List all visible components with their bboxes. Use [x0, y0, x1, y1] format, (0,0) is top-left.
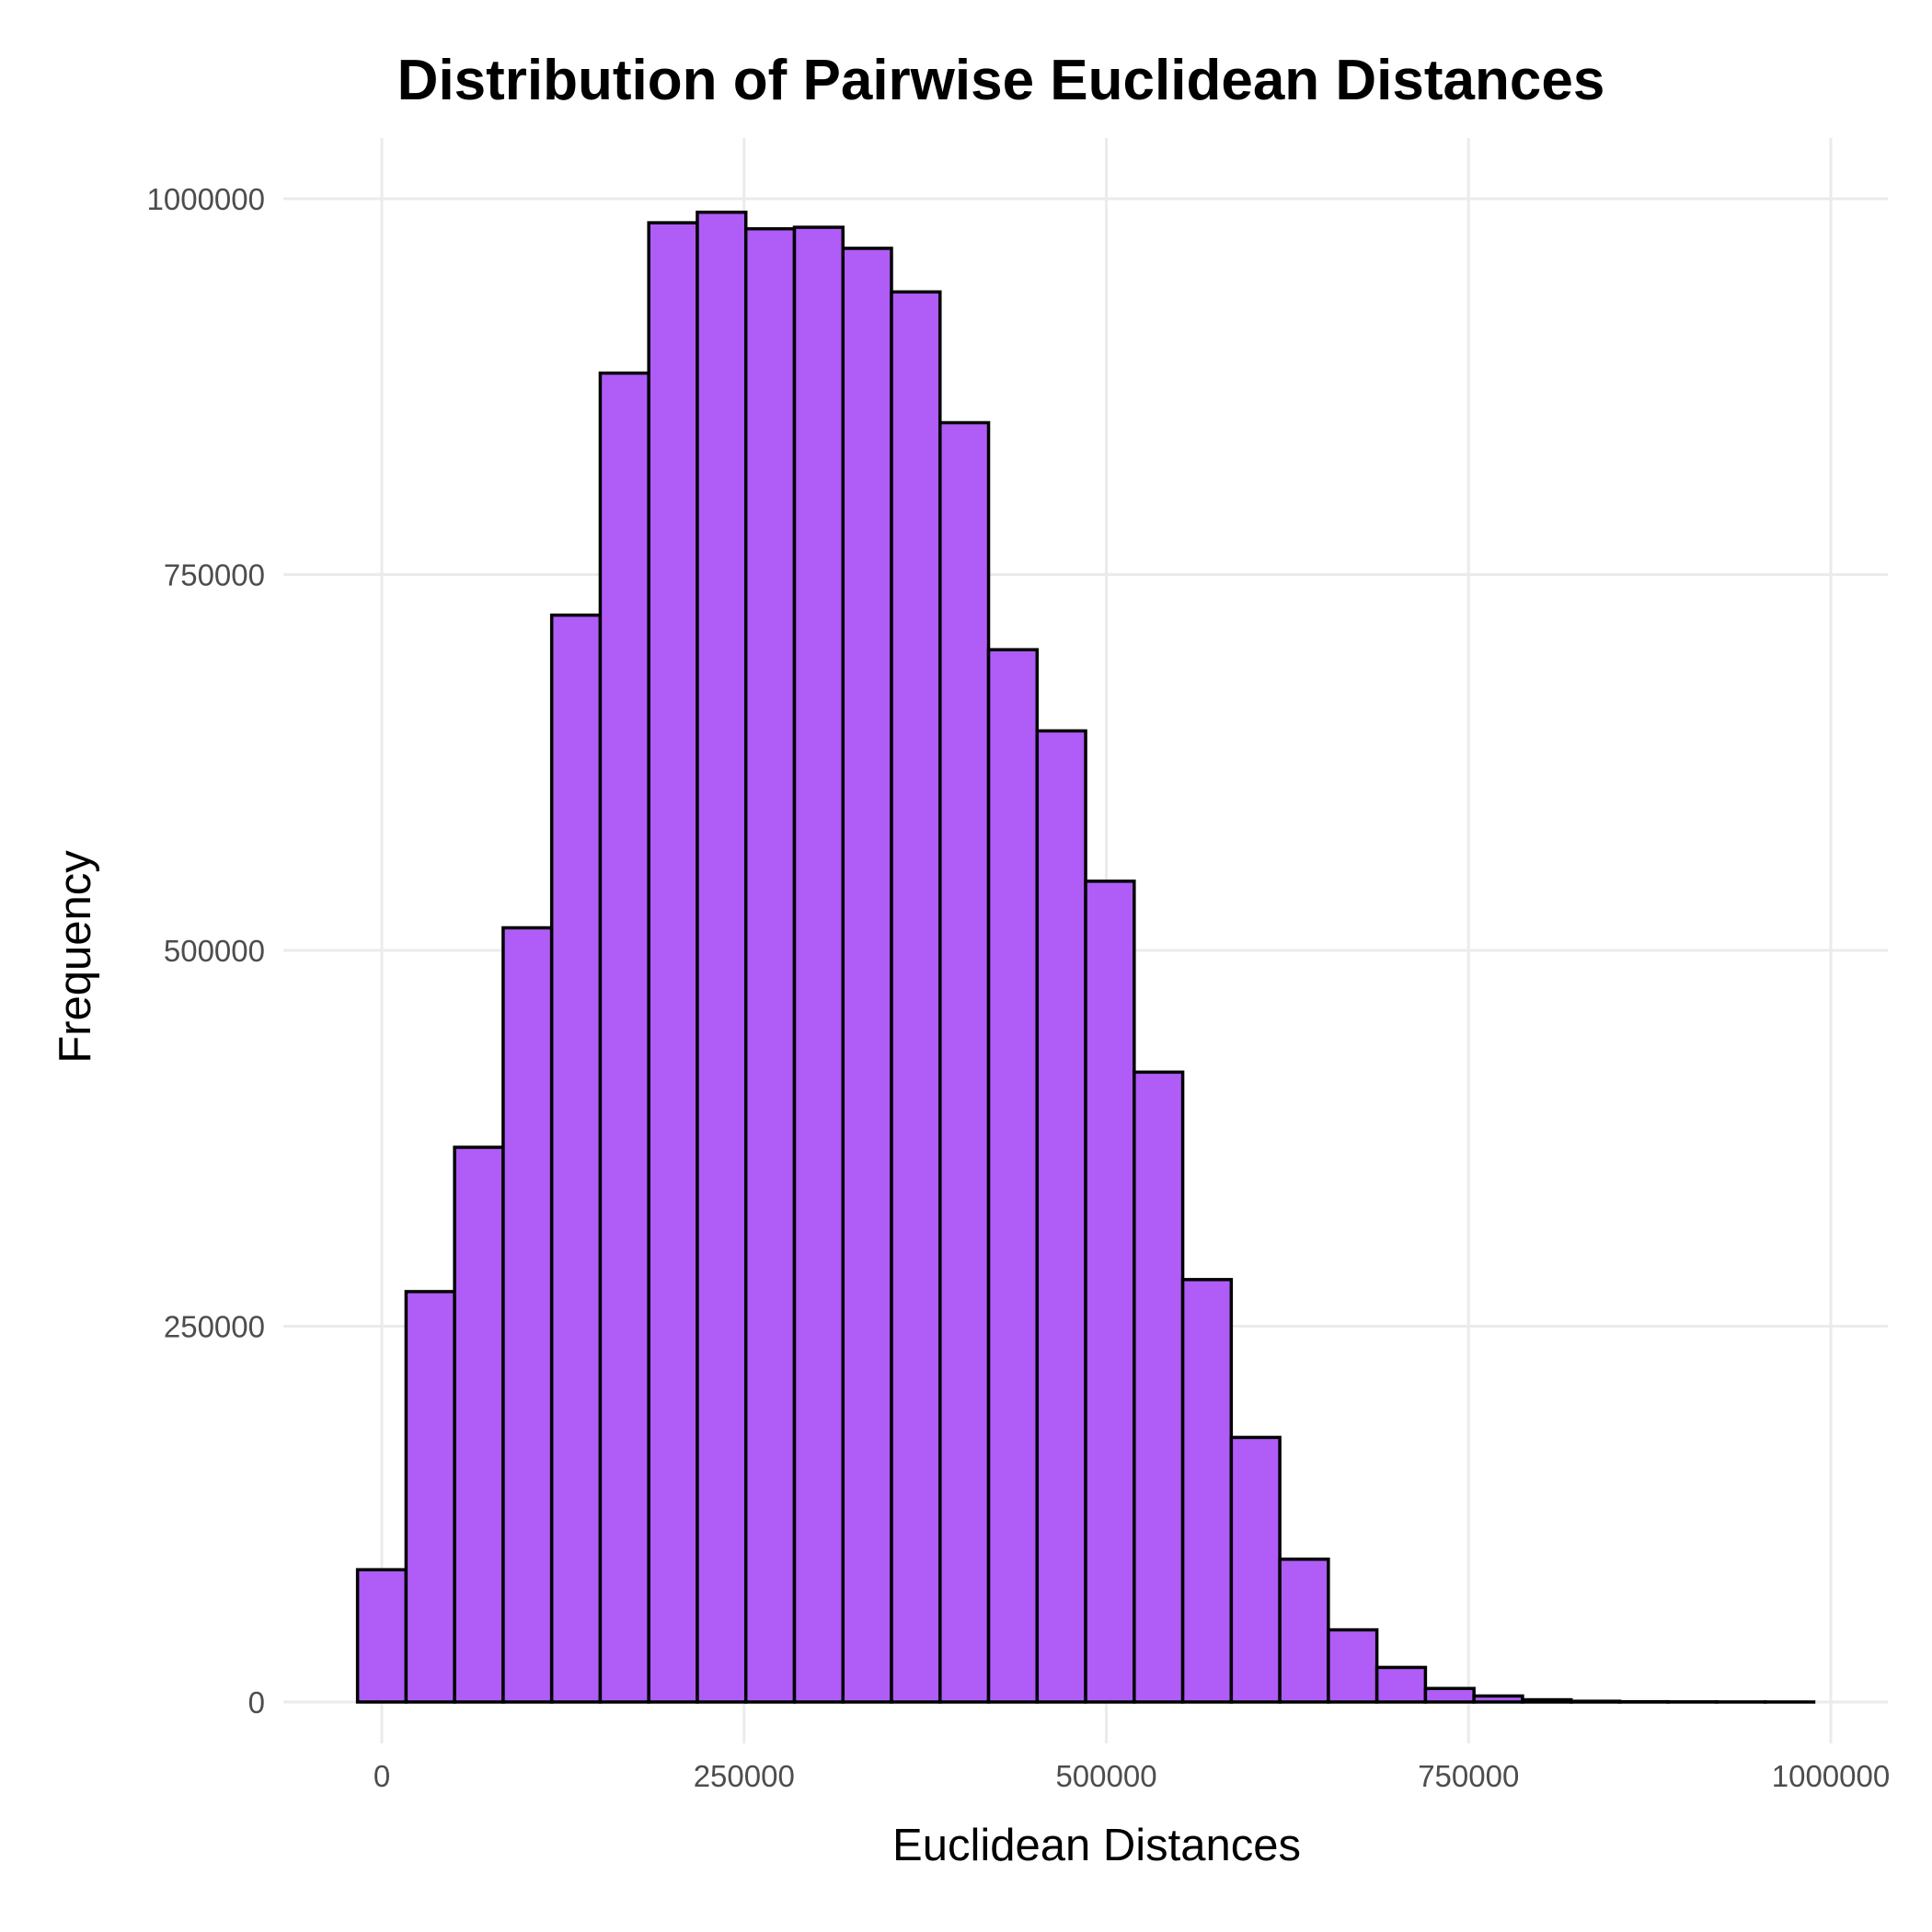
histogram-bar-0: [355, 1568, 408, 1704]
chart-title: Distribution of Pairwise Euclidean Dista…: [397, 49, 1605, 112]
histogram-bar-13: [986, 648, 1040, 1704]
histogram-bar-24: [1521, 1697, 1573, 1704]
y-axis-title: Frequency: [51, 850, 100, 1064]
histogram-bar-5: [598, 371, 650, 1704]
histogram-bar-12: [938, 420, 991, 1704]
histogram-bar-11: [890, 290, 942, 1704]
y-tick-label: 750000: [164, 558, 265, 592]
histogram-bar-21: [1374, 1665, 1428, 1704]
histogram-bar-16: [1133, 1070, 1185, 1704]
x-tick-label: 1000000: [1772, 1759, 1890, 1793]
y-tick-label: 500000: [164, 934, 265, 968]
histogram-bar-17: [1180, 1278, 1234, 1704]
histogram-bar-15: [1084, 880, 1136, 1704]
histogram-bar-25: [1569, 1699, 1622, 1704]
histogram-bar-2: [453, 1145, 505, 1704]
histogram-bars: [355, 210, 1816, 1704]
histogram-bar-10: [841, 247, 893, 1704]
histogram-bar-20: [1327, 1627, 1379, 1704]
histogram-bar-6: [647, 221, 699, 1704]
x-tick-label: 750000: [1418, 1759, 1519, 1793]
histogram-bar-19: [1278, 1558, 1330, 1704]
histogram-bar-18: [1229, 1435, 1282, 1704]
y-tick-label: 1000000: [147, 182, 265, 216]
y-tick-label: 250000: [164, 1310, 265, 1344]
histogram-bar-8: [743, 226, 797, 1704]
y-axis-tick-labels: 0 250000 500000 750000 1000000: [147, 182, 265, 1719]
histogram-bar-1: [404, 1290, 456, 1704]
histogram-bar-3: [501, 926, 554, 1704]
histogram-bar-22: [1423, 1686, 1476, 1704]
histogram-bar-14: [1035, 729, 1087, 1704]
histogram-bar-7: [696, 210, 748, 1704]
x-axis-title: Euclidean Distances: [892, 1821, 1301, 1870]
x-tick-label: 500000: [1055, 1759, 1156, 1793]
x-tick-label: 250000: [694, 1759, 795, 1793]
histogram-bar-4: [549, 613, 603, 1704]
x-axis-tick-labels: 0 250000 500000 750000 1000000: [374, 1759, 1890, 1793]
histogram-bar-9: [792, 225, 845, 1704]
y-tick-label: 0: [248, 1685, 265, 1719]
histogram-bar-23: [1472, 1694, 1524, 1704]
x-tick-label: 0: [374, 1759, 390, 1793]
